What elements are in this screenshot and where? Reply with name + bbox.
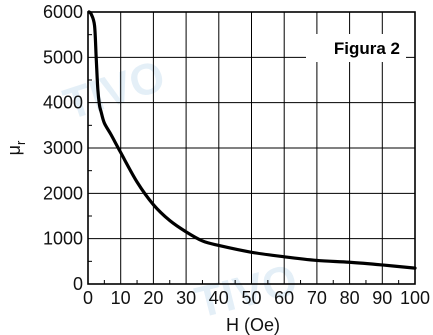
series-line-0 — [87, 10, 417, 270]
x-tick-label-3: 30 — [176, 288, 196, 308]
x-tick-label-0: 0 — [83, 288, 93, 308]
y-axis-label-main: μ — [4, 145, 24, 155]
y-tick-label-3: 3000 — [43, 138, 83, 158]
x-tick-labels: 0 10 20 30 40 50 60 70 80 90 100 — [83, 288, 430, 308]
chart-annotation: Figura 2 — [334, 39, 400, 58]
x-tick-label-1: 10 — [111, 288, 131, 308]
plot-frame — [87, 11, 416, 285]
y-tick-label-5: 5000 — [43, 47, 83, 67]
x-tick-label-9: 90 — [372, 288, 392, 308]
x-tick-label-8: 80 — [340, 288, 360, 308]
y-tick-label-1: 1000 — [43, 229, 83, 249]
annotation-box — [306, 34, 406, 62]
y-tick-labels: 0 1000 2000 3000 4000 5000 6000 — [43, 2, 83, 294]
x-tick-label-10: 100 — [400, 288, 430, 308]
x-tick-label-7: 70 — [307, 288, 327, 308]
x-axis-label: H (Oe) — [226, 315, 280, 335]
x-tick-label-4: 40 — [209, 288, 229, 308]
x-tick-label-5: 50 — [241, 288, 261, 308]
series-layer — [87, 10, 417, 270]
y-tick-label-2: 2000 — [43, 183, 83, 203]
y-tick-label-0: 0 — [73, 274, 83, 294]
y-tick-label-6: 6000 — [43, 2, 83, 22]
x-tick-label-2: 20 — [143, 288, 163, 308]
x-tick-label-6: 60 — [274, 288, 294, 308]
y-axis-label: μr — [4, 140, 28, 155]
y-axis-label-sub: r — [13, 140, 28, 145]
y-tick-label-4: 4000 — [43, 93, 83, 113]
